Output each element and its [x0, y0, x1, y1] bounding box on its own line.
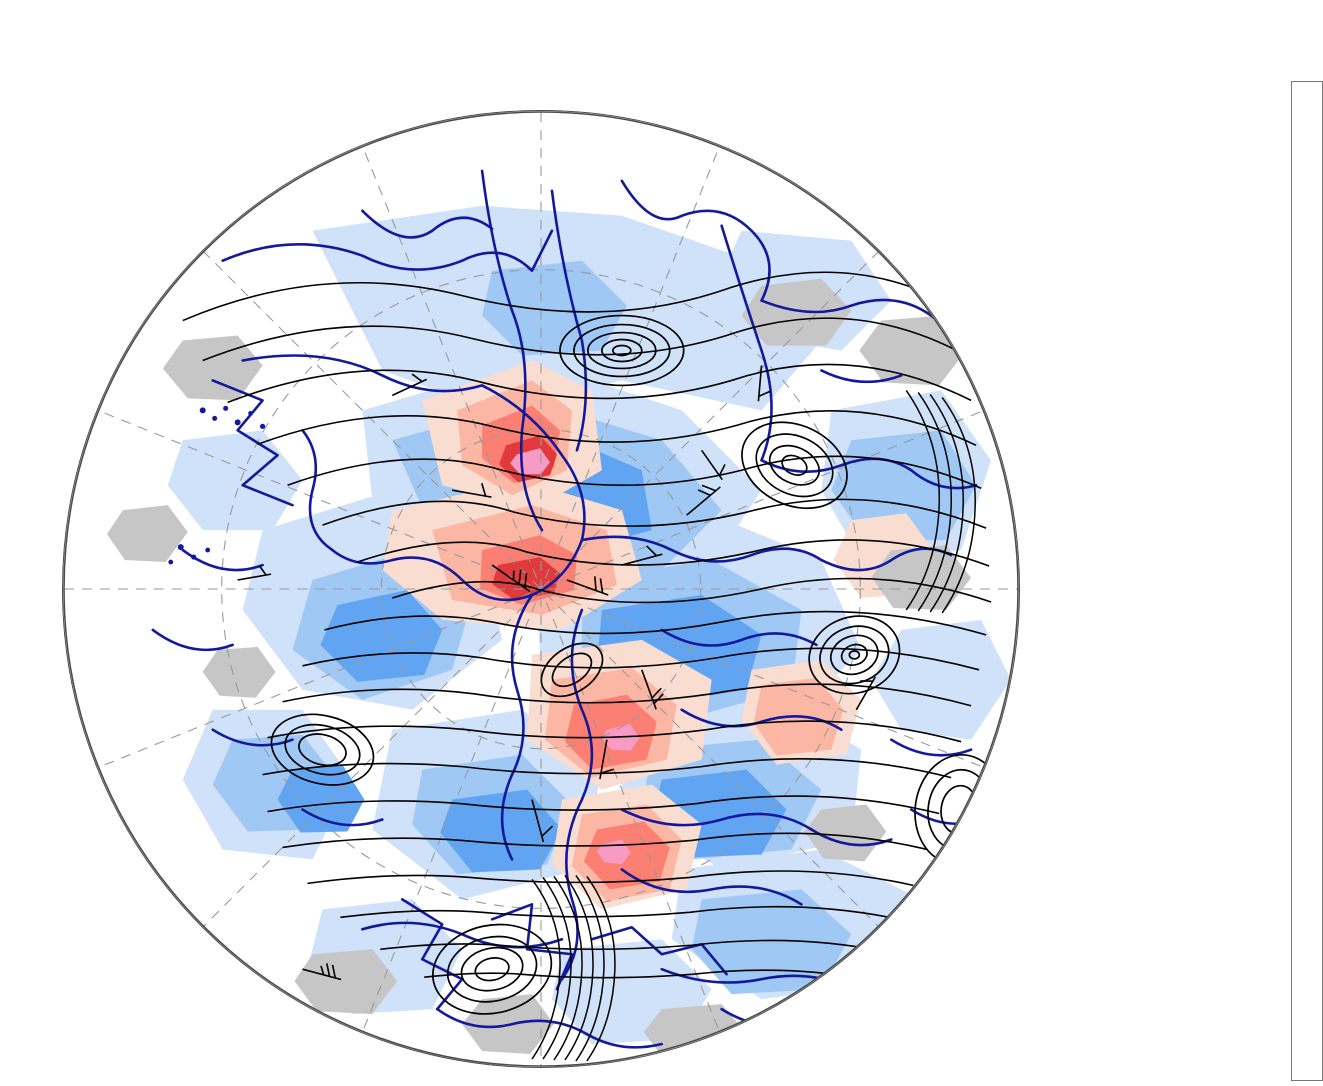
map-boundary-circle	[63, 111, 1019, 1067]
pressure-contour-layer	[182, 271, 1005, 1062]
pv-shading-layer	[106, 205, 1012, 1065]
map-panel	[0, 52, 1100, 1086]
map-graphics	[63, 111, 1019, 1067]
wind-barb-layer	[237, 365, 876, 981]
pv-colorbar[interactable]	[1291, 81, 1323, 1081]
polar-stereographic-map[interactable]	[62, 110, 1020, 1068]
map-layers	[63, 111, 1019, 1067]
